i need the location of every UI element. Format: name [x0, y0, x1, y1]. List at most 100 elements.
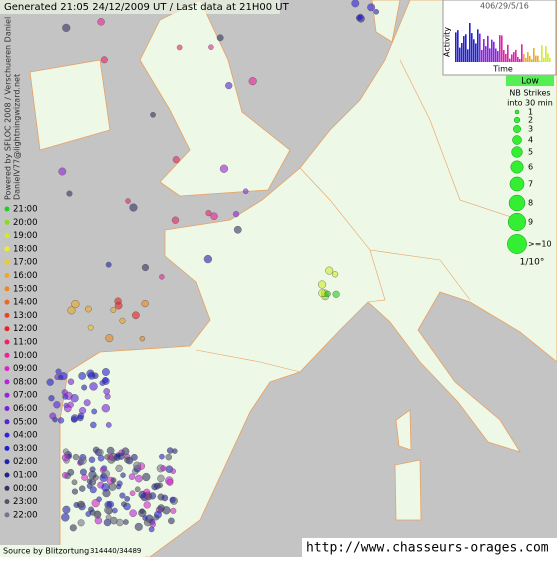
strike: [172, 156, 180, 164]
size-dot: [511, 146, 523, 158]
time-label: 06:00: [13, 404, 38, 414]
strike: [106, 446, 115, 455]
strike: [97, 454, 105, 462]
strike: [325, 266, 334, 275]
strike: [72, 453, 80, 461]
strike: [130, 453, 138, 461]
strike: [59, 372, 68, 381]
strike: [101, 368, 110, 376]
strike: [124, 456, 131, 464]
strike: [124, 496, 131, 502]
strike: [88, 456, 96, 463]
strike: [78, 372, 87, 380]
strike: [62, 505, 71, 514]
hist-bar: [543, 57, 545, 62]
strike: [135, 474, 143, 483]
url-bg: [302, 538, 557, 557]
strike: [134, 486, 141, 493]
time-label: 23:00: [13, 497, 38, 507]
strike: [332, 290, 340, 298]
strike: [76, 414, 84, 422]
hist-bar: [469, 22, 471, 62]
strike: [139, 335, 146, 342]
strike: [119, 492, 126, 499]
strike: [79, 485, 86, 492]
size-label: 8: [528, 199, 533, 208]
strike: [105, 514, 112, 521]
strike: [151, 483, 159, 491]
strike: [166, 478, 174, 486]
strike: [85, 511, 92, 517]
hist-bar: [539, 60, 541, 62]
time-label: 00:00: [13, 484, 38, 494]
strike: [101, 404, 110, 413]
size-dot: [510, 160, 524, 174]
time-dot: [4, 432, 10, 438]
strike: [89, 382, 98, 391]
size-dot: [509, 176, 525, 192]
time-legend: 21:00 20:00 19:00 18:00 17:00 16:00 15:00 14:00…: [4, 205, 38, 520]
strike: [351, 0, 360, 8]
borders: [195, 59, 521, 373]
hist-bar: [537, 55, 539, 62]
strike: [67, 468, 75, 476]
strike: [169, 496, 176, 503]
strike: [71, 479, 78, 486]
hist-bar: [535, 55, 537, 62]
hist-bar: [455, 32, 457, 62]
strike: [123, 519, 129, 525]
time-dot: [4, 459, 10, 465]
time-dot: [4, 366, 10, 372]
url[interactable]: http://www.chasseurs-orages.com: [306, 541, 549, 556]
size-label: 2: [528, 116, 533, 125]
strike: [85, 305, 92, 313]
strike: [159, 274, 165, 280]
hist-bar: [531, 59, 533, 62]
time-label: 13:00: [13, 311, 38, 321]
time-label: 17:00: [13, 258, 38, 268]
strike: [210, 212, 218, 220]
hist-bar: [511, 54, 513, 62]
size-label: 9: [528, 218, 533, 227]
strike: [116, 480, 123, 487]
hist-bar: [495, 48, 497, 62]
activity-histogram: [455, 22, 551, 62]
time-dot: [4, 485, 10, 491]
size-label: 1: [528, 108, 533, 117]
strike: [141, 299, 149, 308]
strike: [53, 401, 61, 409]
hist-bar: [519, 58, 521, 62]
credit: Powered by SFLOC 2008 / Verschueren Dani…: [4, 17, 13, 200]
strike: [89, 466, 96, 473]
time-dot: [4, 379, 10, 385]
size-label: 3: [528, 125, 533, 134]
time-dot: [4, 326, 10, 332]
strike: [114, 301, 123, 310]
time-dot: [4, 259, 10, 265]
time-label: 08:00: [13, 377, 38, 387]
strike: [91, 499, 100, 508]
strike: [87, 324, 94, 331]
header-title: Generated 21:05 24/12/2009 UT / Last dat…: [4, 2, 290, 13]
hist-bar: [477, 29, 479, 62]
strike: [112, 507, 118, 514]
strike: [62, 472, 69, 479]
strike: [67, 378, 75, 385]
strike: [67, 306, 76, 315]
time-dot: [4, 512, 10, 518]
time-label: 02:00: [13, 457, 38, 467]
strike: [61, 513, 70, 522]
strike: [69, 524, 77, 532]
strike: [90, 421, 97, 429]
strike: [91, 408, 98, 415]
strike: [79, 468, 87, 476]
hist-bar: [497, 51, 499, 62]
strike: [93, 510, 102, 519]
time-dot: [4, 352, 10, 358]
time-label: 22:00: [13, 510, 38, 520]
strike: [71, 300, 80, 309]
strike: [105, 334, 114, 343]
ireland: [29, 59, 111, 151]
time-label: 21:00: [13, 205, 38, 215]
